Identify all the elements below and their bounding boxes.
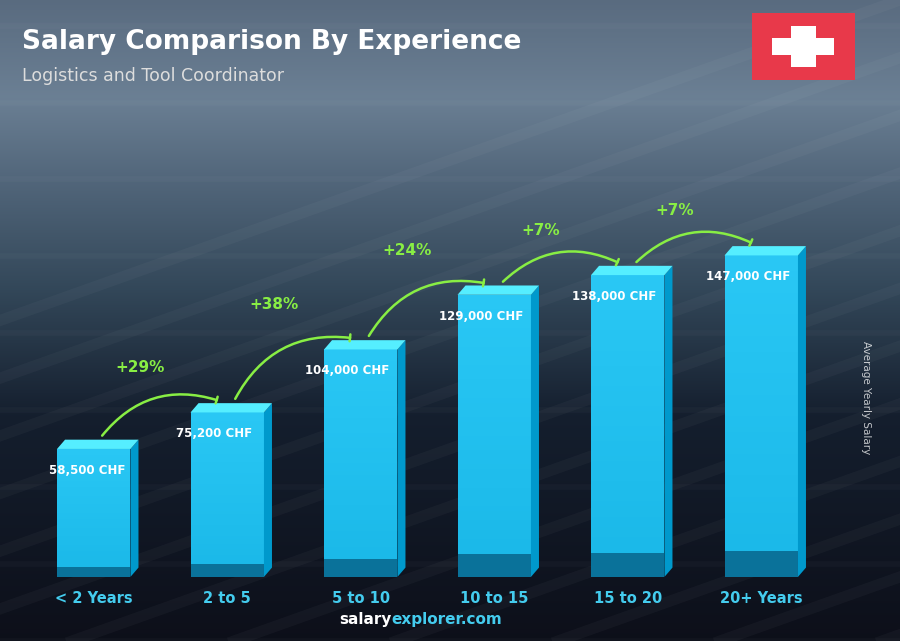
Text: 129,000 CHF: 129,000 CHF <box>439 310 523 322</box>
Text: 138,000 CHF: 138,000 CHF <box>572 290 656 303</box>
Text: +7%: +7% <box>522 223 561 238</box>
Polygon shape <box>264 403 272 577</box>
Text: explorer.com: explorer.com <box>392 612 502 627</box>
Text: 75,200 CHF: 75,200 CHF <box>176 428 252 440</box>
Text: 58,500 CHF: 58,500 CHF <box>49 464 125 477</box>
Polygon shape <box>398 340 406 577</box>
Text: 104,000 CHF: 104,000 CHF <box>305 364 390 378</box>
Text: +24%: +24% <box>382 242 432 258</box>
Polygon shape <box>591 266 672 275</box>
Polygon shape <box>664 266 672 577</box>
Polygon shape <box>772 26 834 67</box>
Text: Average Yearly Salary: Average Yearly Salary <box>860 341 871 454</box>
Text: 147,000 CHF: 147,000 CHF <box>706 271 790 283</box>
Polygon shape <box>191 403 272 412</box>
Text: Logistics and Tool Coordinator: Logistics and Tool Coordinator <box>22 67 284 85</box>
Polygon shape <box>57 440 139 449</box>
Polygon shape <box>457 285 539 295</box>
Text: Salary Comparison By Experience: Salary Comparison By Experience <box>22 29 522 55</box>
Polygon shape <box>324 340 406 349</box>
Polygon shape <box>130 440 139 577</box>
Text: +7%: +7% <box>655 203 694 218</box>
Polygon shape <box>724 246 806 255</box>
Text: salary: salary <box>339 612 392 627</box>
Text: +38%: +38% <box>249 297 299 312</box>
Text: +29%: +29% <box>116 360 166 375</box>
Polygon shape <box>531 285 539 577</box>
Polygon shape <box>798 246 806 577</box>
